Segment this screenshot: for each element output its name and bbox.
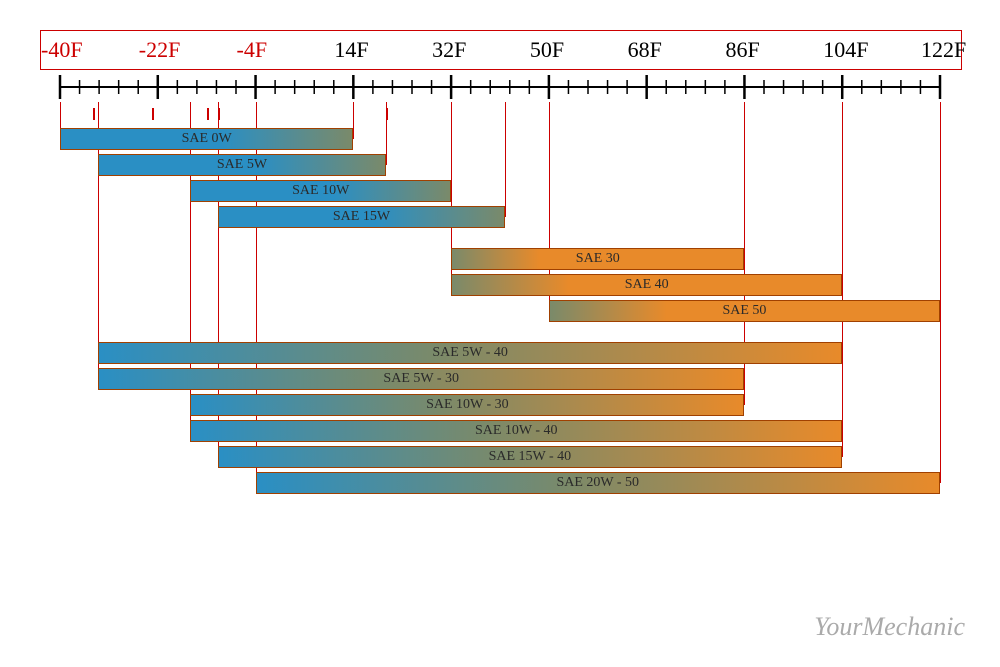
oil-bar: SAE 15W bbox=[218, 206, 506, 228]
oil-bar: SAE 50 bbox=[549, 300, 940, 322]
watermark: YourMechanic bbox=[814, 612, 965, 642]
oil-bar-label: SAE 15W bbox=[333, 209, 390, 225]
temp-label: -22F bbox=[139, 37, 181, 63]
temp-label: 68F bbox=[628, 37, 662, 63]
temp-label: 50F bbox=[530, 37, 564, 63]
red-tick bbox=[207, 108, 209, 120]
temp-label: -4F bbox=[237, 37, 268, 63]
guide-line bbox=[842, 102, 843, 457]
red-tick bbox=[152, 108, 154, 120]
oil-viscosity-chart: -40F -22F -4F 14F 32F 50F 68F 86F 104F 122F YourM… bbox=[20, 20, 980, 647]
guide-line bbox=[386, 102, 387, 165]
oil-bar-label: SAE 20W - 50 bbox=[556, 475, 639, 491]
temp-label: 122F bbox=[921, 37, 966, 63]
guide-line bbox=[505, 102, 506, 217]
temp-label: 86F bbox=[725, 37, 759, 63]
red-tick bbox=[93, 108, 95, 120]
oil-bar: SAE 10W bbox=[190, 180, 451, 202]
temp-label: 14F bbox=[334, 37, 368, 63]
oil-bar-label: SAE 40 bbox=[625, 277, 669, 293]
oil-bar-label: SAE 10W - 30 bbox=[426, 397, 509, 413]
guide-line bbox=[940, 102, 941, 483]
oil-bar: SAE 5W - 40 bbox=[98, 342, 842, 364]
oil-bar-label: SAE 30 bbox=[576, 251, 620, 267]
temp-label: -40F bbox=[41, 37, 83, 63]
oil-bar-label: SAE 0W bbox=[182, 131, 232, 147]
oil-bar: SAE 30 bbox=[451, 248, 744, 270]
oil-bar-label: SAE 10W bbox=[292, 183, 349, 199]
oil-bar: SAE 40 bbox=[451, 274, 842, 296]
oil-bar: SAE 5W bbox=[98, 154, 386, 176]
oil-bar: SAE 10W - 40 bbox=[190, 420, 842, 442]
guide-line bbox=[353, 102, 354, 139]
oil-bar-label: SAE 5W - 30 bbox=[383, 371, 459, 387]
oil-bar-label: SAE 5W - 40 bbox=[432, 345, 508, 361]
oil-bar: SAE 5W - 30 bbox=[98, 368, 744, 390]
oil-bar-label: SAE 50 bbox=[722, 303, 766, 319]
oil-bar-label: SAE 5W bbox=[217, 157, 267, 173]
oil-bar: SAE 15W - 40 bbox=[218, 446, 843, 468]
oil-bar: SAE 20W - 50 bbox=[256, 472, 940, 494]
temp-label: 32F bbox=[432, 37, 466, 63]
temperature-ruler bbox=[40, 72, 960, 102]
oil-bar-label: SAE 10W - 40 bbox=[475, 423, 558, 439]
oil-bar-label: SAE 15W - 40 bbox=[489, 449, 572, 465]
temp-label: 104F bbox=[823, 37, 868, 63]
oil-bar: SAE 10W - 30 bbox=[190, 394, 744, 416]
oil-bar: SAE 0W bbox=[60, 128, 353, 150]
temperature-header-box: -40F-22F-4F14F32F50F68F86F104F122F bbox=[40, 30, 962, 70]
